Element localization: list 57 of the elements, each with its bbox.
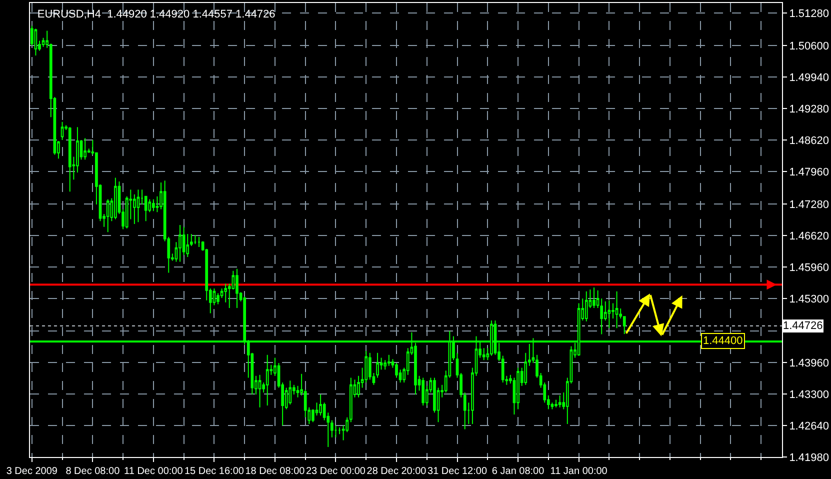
y-tick-label: 1.50600 [789,40,829,52]
y-tick-label: 1.41980 [789,452,829,464]
y-tick-label: 1.42640 [789,420,829,432]
y-tick-label: 1.49940 [789,72,829,84]
candlestick [266,354,269,406]
candlestick [463,392,466,430]
x-tick-label: 15 Dec 16:00 [184,466,244,477]
candlestick [584,290,588,322]
x-tick-label: 18 Dec 08:00 [245,466,306,477]
x-tick-label: 11 Jan 00:00 [550,466,608,477]
candlestick [330,420,334,438]
y-tick-label: 1.49280 [789,103,829,116]
candlestick [387,354,390,366]
y-tick-label: 1.51280 [789,8,829,20]
candlestick [198,236,200,248]
candlestick [190,234,193,246]
candlestick [615,290,618,329]
candlestick [258,374,262,408]
candlestick [554,399,558,408]
y-tick-label: 1.43960 [789,357,829,370]
candlestick [84,138,86,160]
x-tick-label: 3 Dec 2009 [6,466,58,477]
y-tick-label: 1.47960 [789,166,829,178]
candlestick [422,377,425,406]
candlestick [376,352,379,378]
candlestick [34,28,38,56]
candlestick [608,300,611,329]
text: EURUSD,H4 1.44920 1.44920 1.44557 1.44726 [37,8,276,20]
candlestick [60,121,64,141]
y-tick-label: 1.43300 [789,388,829,401]
x-tick-label: 8 Dec 08:00 [66,466,120,477]
candlestick [178,224,182,262]
candlestick [236,268,238,309]
candlestick [558,394,562,408]
y-tick-label: 1.45960 [789,262,829,274]
candlestick [395,362,398,378]
y-tick-label: 1.46620 [789,230,829,242]
candlestick [592,287,596,309]
ref-line-label: 1.44726 [783,320,823,332]
x-tick-label: 11 Dec 00:00 [124,466,184,477]
candlestick [194,234,197,245]
y-tick-label: 1.47280 [789,198,829,211]
ref-line-label: 1.44400 [703,335,743,347]
y-tick-label: 1.48620 [789,134,829,147]
candlestick [133,194,136,225]
candlestick [216,292,220,305]
x-tick-label: 28 Dec 20:00 [366,466,427,477]
candlestick [136,189,140,223]
candlestick [106,198,110,233]
y-tick-label: 1.45300 [789,293,829,306]
candlestick [68,126,72,192]
x-tick-label: 23 Dec 00:00 [306,466,366,477]
candlestick [114,177,117,220]
candlestick [152,198,155,212]
x-tick-label: 6 Jan 08:00 [492,466,545,477]
candlestick [319,394,322,416]
x-tick-label: 31 Dec 12:00 [428,466,488,477]
